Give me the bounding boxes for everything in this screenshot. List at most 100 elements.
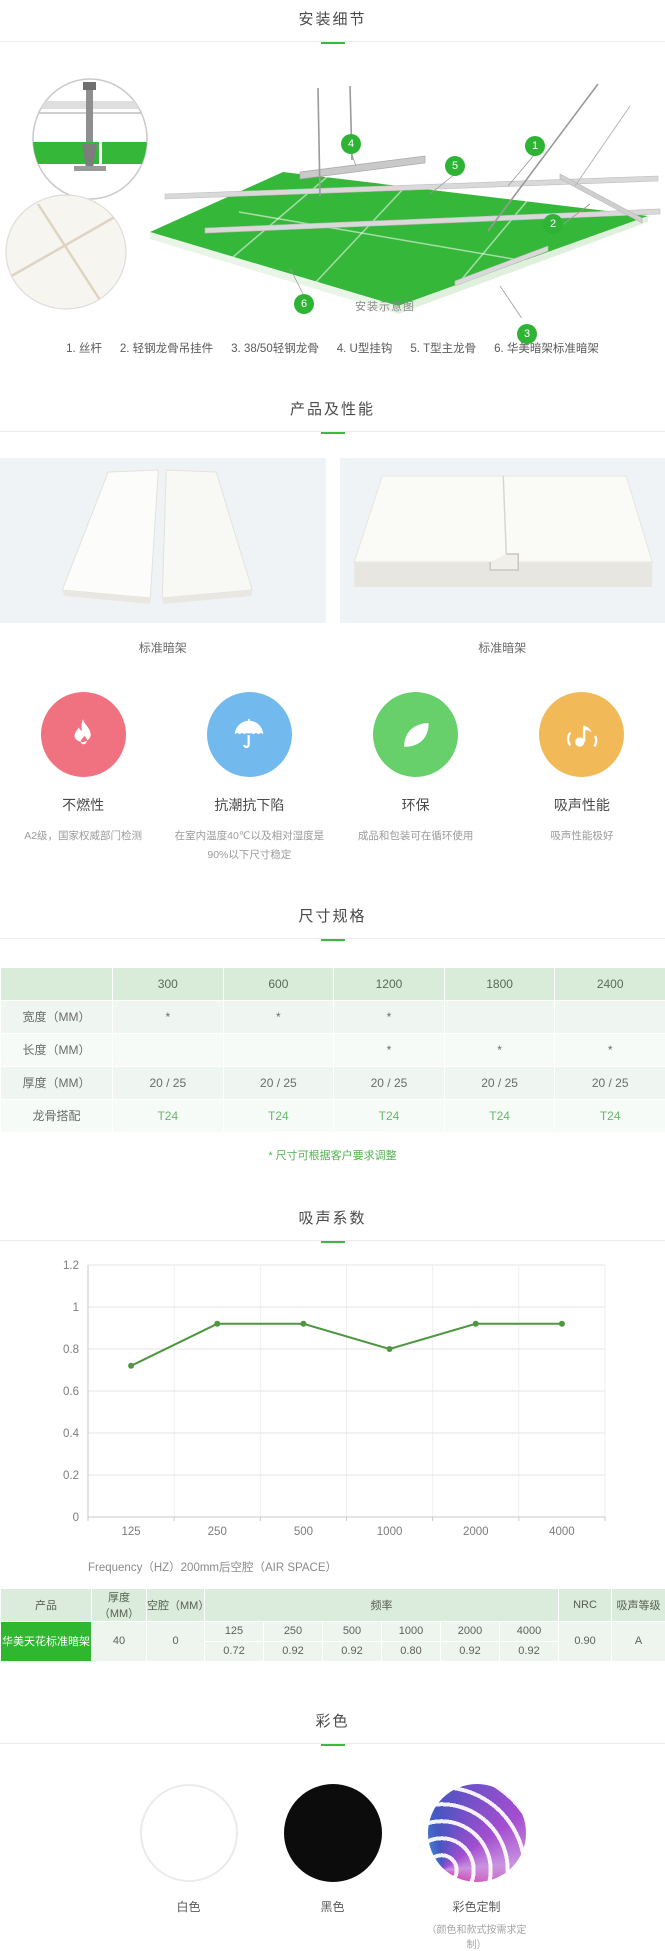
flame-icon <box>41 692 126 777</box>
sizes-header-cell: 1200 <box>334 967 445 1000</box>
diagram-badge-1: 1 <box>525 136 545 156</box>
product-photo <box>0 458 326 623</box>
sizes-cell: T24 <box>113 1099 224 1132</box>
legend-item: 5. T型主龙骨 <box>410 343 476 355</box>
chart-data-point <box>387 1346 393 1352</box>
acoustic-coefficient-cell: 0.80 <box>382 1641 441 1661</box>
legend-item: 2. 轻钢龙骨吊挂件 <box>120 343 213 355</box>
feature-name: 环保 <box>341 795 491 815</box>
chart-data-point <box>473 1321 479 1327</box>
acoustic-coefficient-cell: 0.72 <box>205 1641 264 1661</box>
product-figure: 标准暗架 <box>340 458 665 656</box>
sizes-cell <box>113 1033 224 1066</box>
divider-accent <box>321 42 345 44</box>
acoustic-nrc-cell: 0.90 <box>559 1621 612 1661</box>
chart-data-point <box>559 1321 565 1327</box>
legend-item: 1. 丝杆 <box>66 343 102 355</box>
panel-edge-drawing <box>0 458 326 623</box>
sizes-cell: * <box>555 1033 665 1066</box>
acoustic-header-cell: NRC <box>559 1588 612 1621</box>
section-divider <box>0 431 665 432</box>
feature-1: 不燃性 A2级，国家权威部门检测 <box>0 692 166 865</box>
acoustic-coefficient-cell: 0.92 <box>323 1641 382 1661</box>
legend-item: 3. 38/50轻钢龙骨 <box>231 343 319 355</box>
sizes-cell: T24 <box>555 1099 665 1132</box>
swatch-label: 黑色 <box>283 1898 383 1915</box>
acoustic-frequency-cell: 250 <box>264 1621 323 1641</box>
chart-y-tick-label: 0.8 <box>63 1344 79 1356</box>
sizes-row: 长度（MM）*** <box>1 1033 665 1066</box>
leaf-icon <box>373 692 458 777</box>
acoustic-frequency-cell: 125 <box>205 1621 264 1641</box>
chart-y-tick-label: 1.2 <box>63 1260 79 1272</box>
sizes-cell: T24 <box>444 1099 555 1132</box>
diagram-badge-5: 5 <box>445 156 465 176</box>
color-swatches: 白色 黑色 彩色定制（颜色和款式按需求定制） <box>0 1784 665 1951</box>
divider-accent <box>321 1241 345 1243</box>
section-title-install: 安装细节 <box>0 8 665 29</box>
swatch-black: 黑色 <box>283 1784 383 1951</box>
legend-item: 4. U型挂钩 <box>337 343 393 355</box>
chart-y-tick-label: 0.6 <box>63 1386 79 1398</box>
swatch-white: 白色 <box>139 1784 239 1951</box>
feature-name: 不燃性 <box>8 795 158 815</box>
swatch-rainbow: 彩色定制（颜色和款式按需求定制） <box>427 1784 527 1951</box>
sizes-cell: * <box>334 1000 445 1033</box>
diagram-badge-4: 4 <box>341 134 361 154</box>
divider-accent <box>321 432 345 434</box>
sizes-cell: * <box>444 1033 555 1066</box>
feature-4: 吸声性能吸声性能极好 <box>499 692 665 865</box>
section-divider <box>0 1240 665 1241</box>
sizes-cell: 20 / 25 <box>113 1066 224 1099</box>
sizes-cell: 20 / 25 <box>444 1066 555 1099</box>
divider-accent <box>321 939 345 941</box>
acoustic-frequency-cell: 4000 <box>500 1621 559 1641</box>
diagram-badge-3: 3 <box>517 324 537 344</box>
sizes-row-label: 厚度（MM） <box>1 1066 113 1099</box>
feature-3: 环保成品和包装可在循环使用 <box>333 692 499 865</box>
sizes-footnote: * 尺寸可根据客户要求调整 <box>0 1147 665 1163</box>
section-title-sizes: 尺寸规格 <box>0 905 665 926</box>
legend-item: 6. 华美暗架标准暗架 <box>494 343 599 355</box>
acoustic-header-cell: 空腔（MM） <box>147 1588 205 1621</box>
sizes-header-cell: 2400 <box>555 967 665 1000</box>
diagram-badge-2: 2 <box>543 214 563 234</box>
feature-desc: 成品和包装可在循环使用 <box>341 827 491 846</box>
chart-y-tick-label: 0.2 <box>63 1470 79 1482</box>
section-title-products: 产品及性能 <box>0 398 665 419</box>
chart-data-point <box>300 1321 306 1327</box>
section-title-absorption: 吸声系数 <box>0 1207 665 1228</box>
section-divider <box>0 1743 665 1744</box>
feature-name: 抗潮抗下陷 <box>174 795 324 815</box>
diagram-badge-6: 6 <box>294 294 314 314</box>
section-divider <box>0 41 665 42</box>
swatch-label: 白色 <box>139 1898 239 1915</box>
chart-x-tick-label: 125 <box>121 1526 140 1538</box>
swatch-circle-black <box>284 1784 382 1882</box>
sizes-cell <box>444 1000 555 1033</box>
swatch-circle-rainbow <box>428 1784 526 1882</box>
product-figure-label: 标准暗架 <box>0 639 326 656</box>
swatch-circle-white <box>140 1784 238 1882</box>
chart-x-tick-label: 2000 <box>463 1526 489 1538</box>
sizes-cell <box>555 1000 665 1033</box>
feature-desc: A2级，国家权威部门检测 <box>8 827 158 846</box>
acoustic-coefficient-cell: 0.92 <box>441 1641 500 1661</box>
diagram-caption: 安装示意图 <box>330 298 440 314</box>
feature-name: 吸声性能 <box>507 795 657 815</box>
sizes-row-label: 宽度（MM） <box>1 1000 113 1033</box>
chart-y-tick-label: 1 <box>73 1302 79 1314</box>
installation-diagram-drawing <box>0 46 665 318</box>
music-note-icon <box>539 692 624 777</box>
chart-y-tick-label: 0 <box>73 1512 79 1524</box>
sizes-cell: T24 <box>334 1099 445 1132</box>
sizes-cell: * <box>223 1000 334 1033</box>
